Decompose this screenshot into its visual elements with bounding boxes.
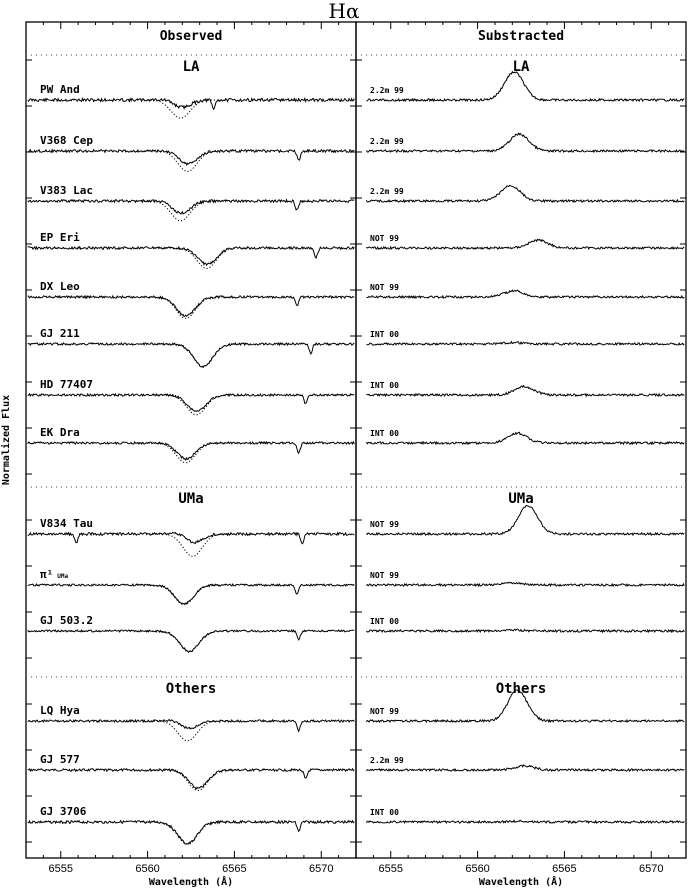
star-label: EP Eri (40, 231, 80, 244)
observed-reference-spectrum (137, 99, 224, 119)
observed-x-tick-label: 6565 (222, 863, 246, 875)
observed-reference-spectrum (159, 343, 246, 367)
subtracted-spectrum-line (365, 764, 685, 772)
subtracted-group-label-la: LA (513, 59, 530, 75)
observed-spectrum-line (27, 531, 355, 545)
subtracted-group-label-others: Others (496, 681, 547, 697)
observed-spectrum-line (27, 294, 355, 317)
observation-label: NOT 99 (370, 520, 399, 529)
observed-spectrum-line (27, 440, 355, 462)
observed-group-label-bg-uma (155, 489, 227, 507)
subtracted-spectrum-line (365, 431, 685, 446)
observed-x-axis-label: Wavelength (Å) (149, 875, 233, 888)
star-label: GJ 503.2 (40, 614, 93, 627)
observed-reference-spectrum (149, 533, 236, 557)
observed-x-tick-label: 6560 (135, 863, 159, 875)
observed-reference-spectrum (142, 296, 229, 319)
observation-label: INT 00 (370, 617, 399, 626)
observation-label: 2.2m 99 (370, 137, 404, 146)
observed-x-tick-label: 6555 (48, 863, 72, 875)
subtracted-x-tick-label: 6560 (465, 863, 489, 875)
observed-group-label-uma: UMa (178, 491, 203, 507)
observed-reference-spectrum (145, 630, 232, 653)
observed-group-label-la: LA (183, 59, 200, 75)
observed-spectrum-line (27, 97, 355, 111)
observation-label: INT 00 (370, 330, 399, 339)
star-label: PW And (40, 83, 80, 96)
observed-spectrum-line (27, 629, 355, 654)
y-axis-label: Normalized Flux (0, 395, 12, 485)
observation-label: 2.2m 99 (370, 86, 404, 95)
observed-spectrum-line (27, 198, 355, 215)
observed-reference-spectrum (152, 394, 239, 416)
subtracted-x-tick-label: 6555 (378, 863, 402, 875)
observed-spectrum-line (27, 341, 355, 368)
observation-label: NOT 99 (370, 283, 399, 292)
observed-spectrum-line (27, 718, 355, 733)
subtracted-spectrum-line (366, 289, 685, 300)
subtracted-spectrum-line (366, 340, 685, 347)
subtracted-x-axis-label: Wavelength (Å) (479, 875, 563, 888)
observed-panel-frame (25, 21, 357, 859)
observed-group-label-bg-others (155, 679, 227, 697)
star-label: GJ 211 (40, 327, 80, 340)
subtracted-spectrum-line (366, 70, 685, 103)
star-label: π¹ UMa (40, 568, 68, 581)
subtracted-panel-frame (355, 21, 687, 859)
star-label: V834 Tau (40, 517, 93, 530)
subtracted-spectrum-line (366, 384, 685, 398)
observed-reference-spectrum (144, 821, 231, 845)
observed-group-label-others: Others (166, 681, 217, 697)
subtracted-x-tick-label: 6565 (552, 863, 576, 875)
observed-spectrum-line (27, 392, 355, 412)
observation-label: 2.2m 99 (370, 756, 404, 765)
observed-reference-spectrum (137, 200, 224, 222)
subtracted-spectrum-line (366, 628, 685, 634)
star-label: EK Dra (40, 426, 80, 439)
subtracted-group-label-bg-others (485, 679, 557, 697)
subtracted-x-tick-label: 6570 (639, 863, 663, 875)
subtracted-spectrum-line (365, 819, 685, 825)
star-label: DX Leo (40, 280, 80, 293)
observed-spectrum-line (27, 582, 355, 605)
observed-panel-heading: Observed (160, 29, 223, 44)
observation-label: NOT 99 (370, 571, 399, 580)
subtracted-spectrum-line (365, 132, 685, 154)
observed-x-tick-label: 6570 (309, 863, 333, 875)
subtracted-panel-heading: Substracted (478, 29, 564, 44)
observed-reference-spectrum (140, 584, 227, 606)
subtracted-spectrum-line (366, 238, 685, 250)
observed-spectrum-line (27, 148, 355, 167)
observation-label: 2.2m 99 (370, 187, 404, 196)
star-label: V383 Lac (40, 184, 93, 197)
observed-spectrum-line (27, 767, 355, 790)
star-label: LQ Hya (40, 704, 80, 717)
observed-reference-spectrum (144, 150, 231, 173)
observed-reference-spectrum (144, 720, 231, 742)
observation-label: NOT 99 (370, 234, 399, 243)
observed-spectrum-line (27, 819, 355, 845)
observed-spectrum-line (27, 245, 355, 267)
subtracted-group-label-bg-uma (485, 489, 557, 507)
observation-label: INT 00 (370, 808, 399, 817)
subtracted-group-label-uma: UMa (508, 491, 533, 507)
chart-title: Hα (329, 0, 360, 23)
star-label: GJ 3706 (40, 805, 87, 818)
observation-label: NOT 99 (370, 707, 399, 716)
star-label-suffix: UMa (57, 573, 68, 580)
star-label: HD 77407 (40, 378, 93, 391)
star-label: V368 Cep (40, 134, 93, 147)
observation-label: INT 00 (370, 429, 399, 438)
star-label: GJ 577 (40, 753, 80, 766)
observation-label: INT 00 (370, 381, 399, 390)
subtracted-spectrum-line (365, 184, 685, 204)
subtracted-spectrum-line (366, 504, 685, 537)
subtracted-spectrum-line (366, 581, 685, 588)
subtracted-spectrum-line (365, 689, 685, 724)
